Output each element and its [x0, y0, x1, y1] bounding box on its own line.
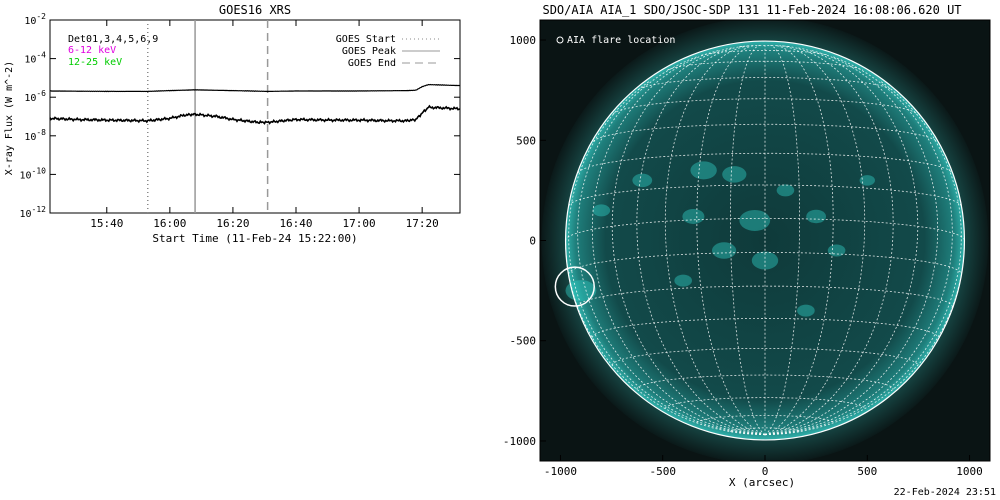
goes-y-tick-label: 10-4 [24, 51, 46, 66]
goes-detectors-label: Det01,3,4,5,6,9 [68, 34, 158, 45]
active-region [806, 209, 827, 224]
goes-series-line-short [49, 104, 461, 125]
longitude-line [636, 45, 766, 436]
longitude-line [764, 45, 866, 436]
footer-timestamp: 22-Feb-2024 23:51 [893, 487, 996, 498]
goes-channel-label-low: 6-12 keV [68, 45, 116, 56]
goes-y-tick-label: 10-10 [20, 166, 47, 181]
active-region [674, 274, 692, 287]
longitude-line [611, 47, 766, 436]
longitude-line [568, 80, 766, 436]
active-regions [565, 161, 875, 317]
longitude-line [764, 45, 894, 436]
goes-y-tick-label: 10-12 [20, 205, 47, 220]
latitude-line [592, 123, 938, 142]
goes-x-tick-label: 17:00 [343, 217, 376, 230]
aia-title: SDO/AIA AIA_1 SDO/JSOC-SDP 131 11-Feb-20… [542, 3, 961, 17]
active-region [722, 166, 747, 183]
aia-x-axis: -1000 -500 0 500 1000 [544, 455, 983, 478]
longitude-line [577, 56, 766, 436]
longitude-line [764, 47, 919, 436]
active-region [682, 208, 705, 224]
longitude-line [764, 240, 965, 436]
longitude-line [565, 240, 766, 436]
heliographic-grid [565, 44, 965, 436]
aia-x-tick-label: -1000 [544, 465, 577, 478]
latitude-line [611, 348, 919, 366]
goes-x-tick-label: 15:40 [90, 217, 123, 230]
latitude-line [577, 285, 953, 308]
goes-legend-label-goes-peak: GOES Peak [342, 46, 396, 57]
goes-y-tick-label: 10-6 [24, 89, 46, 104]
aia-y-tick-label: -500 [510, 335, 537, 348]
longitude-line [764, 80, 962, 436]
active-region [827, 244, 846, 257]
aia-x-tick-label: 0 [762, 465, 769, 478]
flare-legend-label: AIA flare location [567, 35, 675, 46]
longitude-line [764, 56, 953, 436]
active-region [739, 209, 771, 231]
goes-x-tick-label: 16:40 [279, 217, 312, 230]
active-region [797, 304, 815, 317]
aia-x-axis-label: X (arcsec) [729, 476, 795, 489]
goes-channel-label-high: 12-25 keV [68, 57, 122, 68]
latitude-line [568, 184, 962, 206]
active-region [632, 173, 653, 188]
goes-y-tick-label: 10-2 [24, 12, 46, 27]
goes-chart-title: GOES16 XRS [219, 3, 291, 17]
aia-y-tick-label: 1000 [510, 34, 537, 47]
aia-x-tick-label: -500 [649, 465, 676, 478]
goes-y-axis-label: X-ray Flux (W m^-2) [4, 61, 15, 175]
longitude-line [764, 49, 939, 436]
goes-x-tick-label: 17:20 [406, 217, 439, 230]
goes-y-tick-label: 10-8 [24, 128, 46, 143]
goes-x-tick-label: 16:20 [216, 217, 249, 230]
latitude-line [667, 60, 863, 71]
flare-location-circle [554, 266, 595, 307]
aia-y-axis: 1000 500 0 -500 -1000 [503, 34, 546, 448]
goes-event-lines [147, 20, 269, 213]
active-region [711, 242, 737, 259]
flare-legend-icon [556, 36, 564, 44]
goes-x-tick-label: 16:00 [153, 217, 186, 230]
aia-image-panel: SDO/AIA AIA_1 SDO/JSOC-SDP 131 11-Feb-20… [503, 3, 991, 489]
longitude-line [764, 44, 800, 436]
aia-y-tick-label: -1000 [503, 435, 536, 448]
solar-disk [565, 41, 965, 440]
goes-series [49, 83, 461, 125]
active-region [776, 184, 795, 197]
longitude-line [591, 49, 766, 436]
aia-x-tick-label: 500 [857, 465, 877, 478]
active-region [690, 161, 717, 180]
active-region [859, 175, 875, 186]
goes-x-axis-label: Start Time (11-Feb-24 15:22:00) [152, 232, 357, 245]
longitude-line [664, 45, 766, 436]
goes-series-line-long [49, 83, 461, 93]
goes-xrs-chart: GOES16 XRS 10-12 10-10 10-8 10-6 10-4 10-2 15… [4, 3, 461, 245]
goes-legend-label-goes-start: GOES Start [336, 34, 396, 45]
aia-y-tick-label: 0 [529, 235, 536, 248]
aia-x-tick-label: 1000 [956, 465, 983, 478]
latitude-line [565, 218, 965, 241]
goes-plot-frame [49, 19, 461, 214]
active-region [592, 204, 611, 217]
goes-y-axis: 10-12 10-10 10-8 10-6 10-4 10-2 [20, 12, 460, 220]
goes-legend-label-goes-end: GOES End [348, 58, 396, 69]
longitude-line [730, 44, 766, 436]
goes-x-axis: 15:40 16:00 16:20 16:40 17:00 17:20 [90, 20, 439, 230]
solar-limb [564, 40, 966, 441]
aia-y-tick-label: 500 [516, 134, 536, 147]
active-region [751, 251, 779, 270]
latitude-line [730, 427, 800, 432]
